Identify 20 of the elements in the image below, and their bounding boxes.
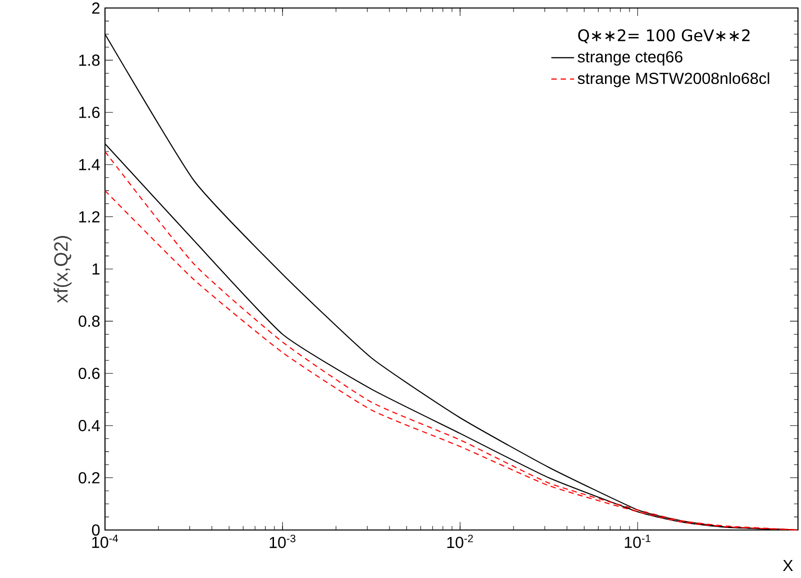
y-axis-title: xf(x,Q2) bbox=[54, 236, 72, 303]
x-tick-label: 10$^{-1}$ bbox=[624, 534, 650, 548]
y-tick-label: 0.8 bbox=[78, 316, 100, 327]
y-tick-label: 1.2 bbox=[79, 211, 100, 222]
x-tick-label: 10$^{-3}$ bbox=[270, 534, 296, 548]
y-tick-label: 1 bbox=[92, 263, 100, 274]
y-tick-label: 0 bbox=[92, 524, 100, 536]
y-tick-label: 1.4 bbox=[79, 159, 100, 170]
x-axis-title: X bbox=[782, 560, 793, 572]
legend-label: strange MSTW2008nlo68cl bbox=[578, 72, 770, 88]
y-tick-label: 0.6 bbox=[78, 368, 100, 380]
legend-label: strange cteq66 bbox=[578, 51, 682, 66]
x-tick-label: 10$^{-4}$ bbox=[92, 534, 118, 548]
legend-title: Q∗∗2= 100 GeV∗∗2 bbox=[578, 29, 750, 44]
y-tick-label: 1.8 bbox=[79, 54, 100, 66]
y-tick-label: 1.6 bbox=[79, 106, 100, 118]
y-tick-label: 0.4 bbox=[78, 420, 100, 432]
x-tick-label: 10$^{-2}$ bbox=[447, 534, 473, 548]
y-tick-label: 2 bbox=[92, 2, 100, 14]
y-tick-label: 0.2 bbox=[78, 472, 100, 484]
